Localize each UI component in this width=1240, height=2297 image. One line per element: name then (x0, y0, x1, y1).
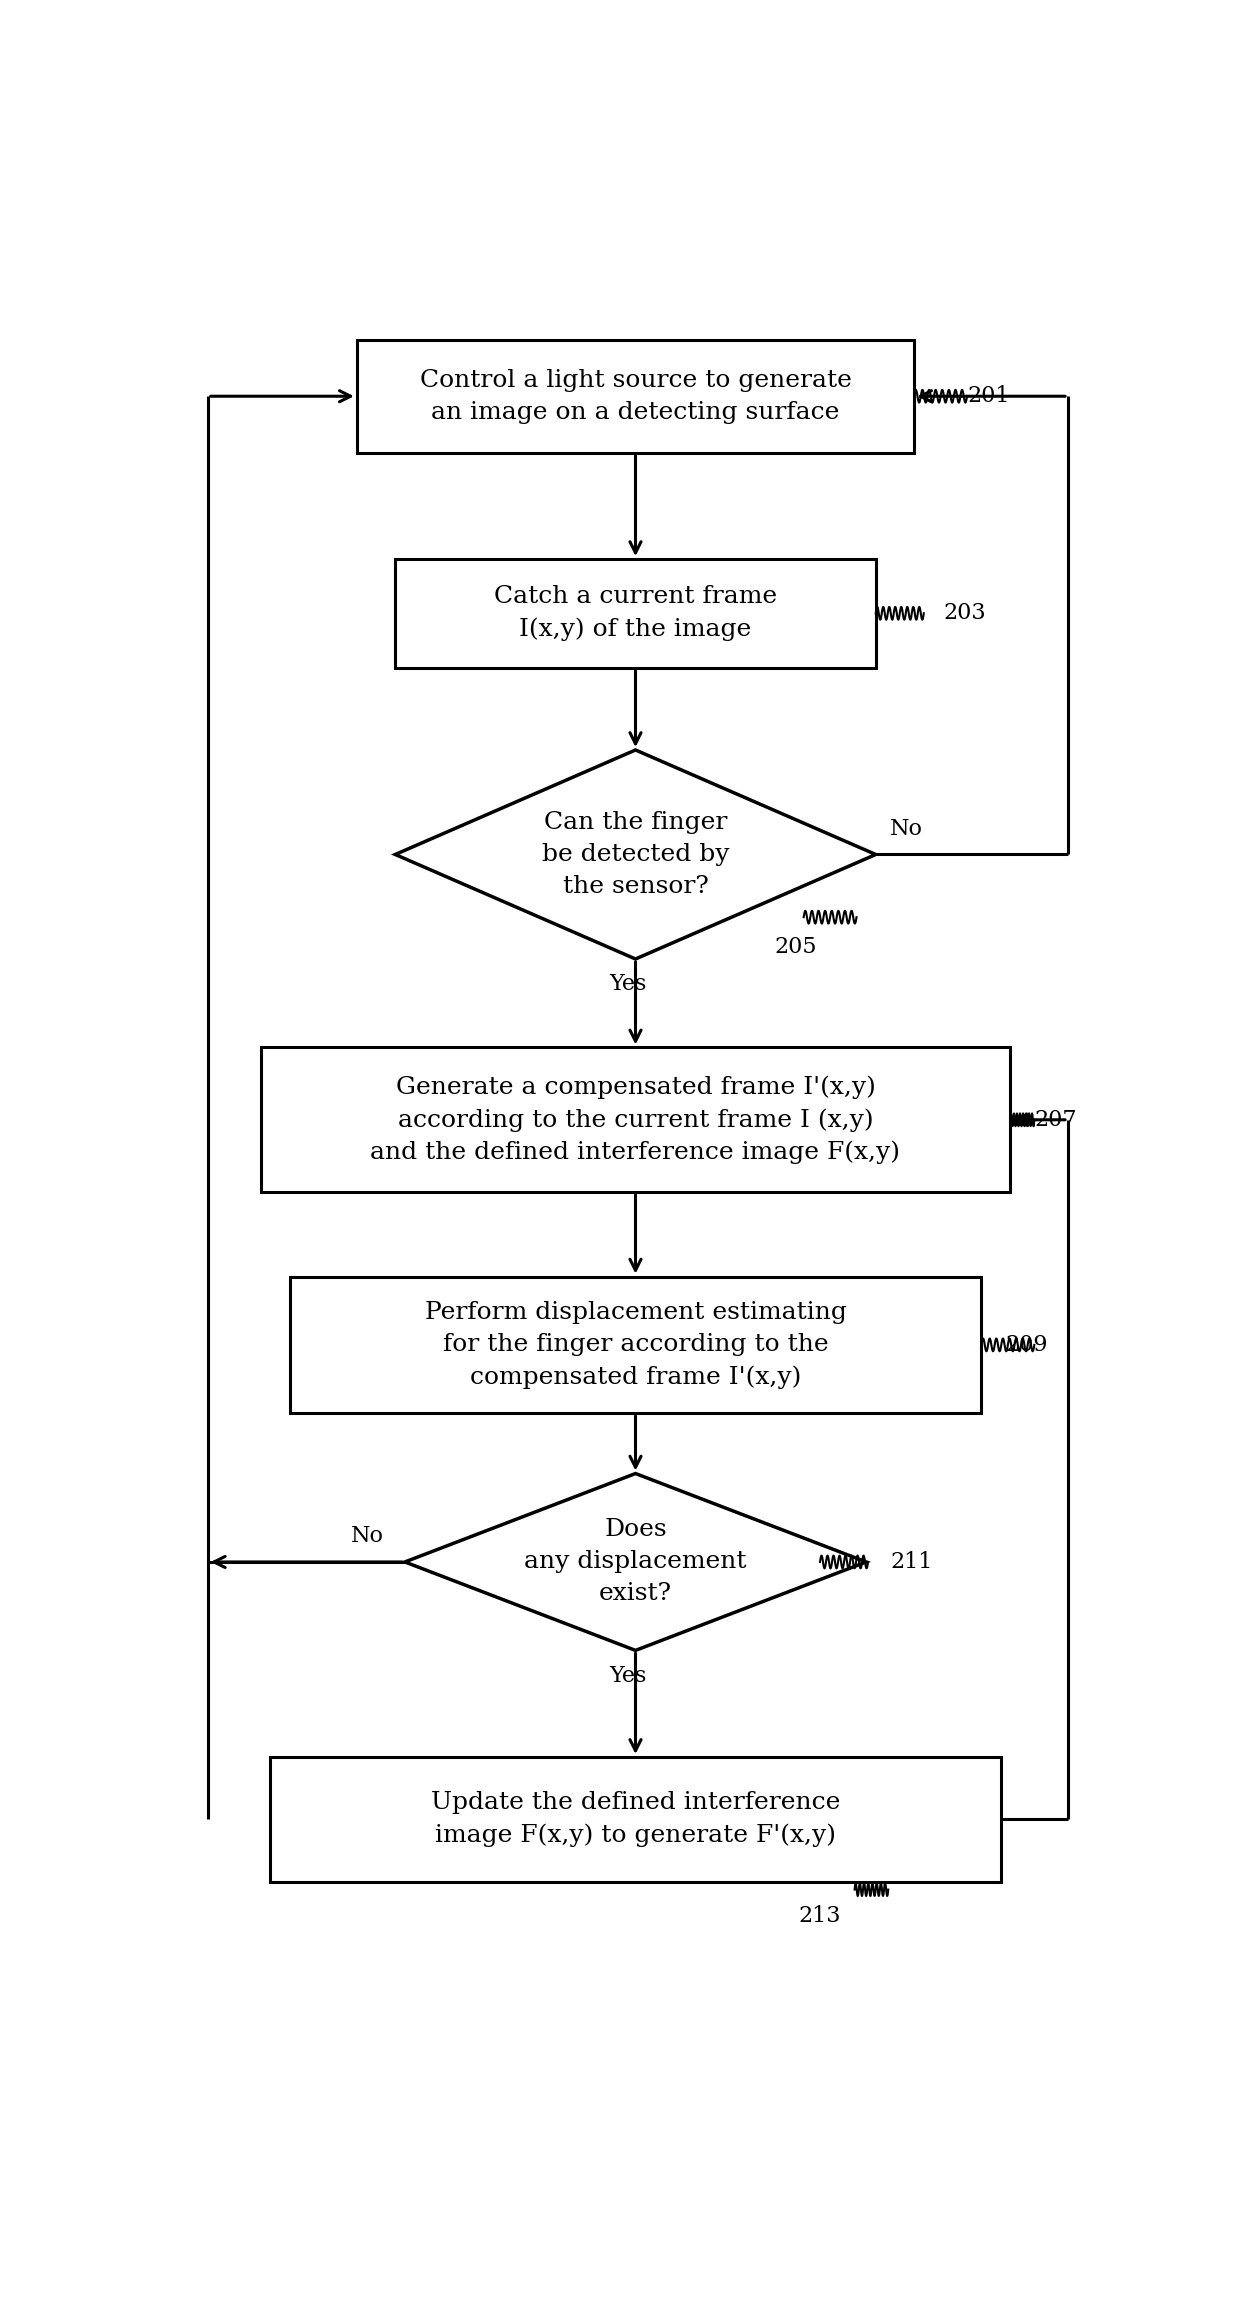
Bar (396, 558, 875, 668)
Text: No: No (351, 1525, 383, 1548)
Text: 213: 213 (799, 1904, 842, 1927)
Polygon shape (404, 1475, 867, 1649)
Text: Yes: Yes (609, 1665, 646, 1686)
Polygon shape (396, 749, 875, 960)
Text: 207: 207 (1034, 1109, 1076, 1130)
Text: Catch a current frame
I(x,y) of the image: Catch a current frame I(x,y) of the imag… (494, 586, 777, 641)
Text: Can the finger
be detected by
the sensor?: Can the finger be detected by the sensor… (542, 811, 729, 898)
Text: 209: 209 (1006, 1335, 1048, 1355)
Text: Update the defined interference
image F(x,y) to generate F'(x,y): Update the defined interference image F(… (430, 1792, 841, 1847)
Text: 205: 205 (775, 935, 817, 958)
Bar (357, 340, 914, 453)
Text: Perform displacement estimating
for the finger according to the
compensated fram: Perform displacement estimating for the … (424, 1300, 847, 1390)
Text: Yes: Yes (609, 974, 646, 995)
Bar (289, 1277, 982, 1413)
Text: Generate a compensated frame I'(x,y)
according to the current frame I (x,y)
and : Generate a compensated frame I'(x,y) acc… (371, 1075, 900, 1165)
Text: 203: 203 (942, 602, 986, 625)
Text: 211: 211 (890, 1550, 932, 1573)
Bar (270, 1757, 1001, 1881)
Text: Control a light source to generate
an image on a detecting surface: Control a light source to generate an im… (419, 370, 852, 423)
Text: Does
any displacement
exist?: Does any displacement exist? (525, 1518, 746, 1606)
Bar (260, 1047, 1011, 1192)
Text: No: No (890, 818, 923, 841)
Text: 201: 201 (967, 386, 1009, 407)
